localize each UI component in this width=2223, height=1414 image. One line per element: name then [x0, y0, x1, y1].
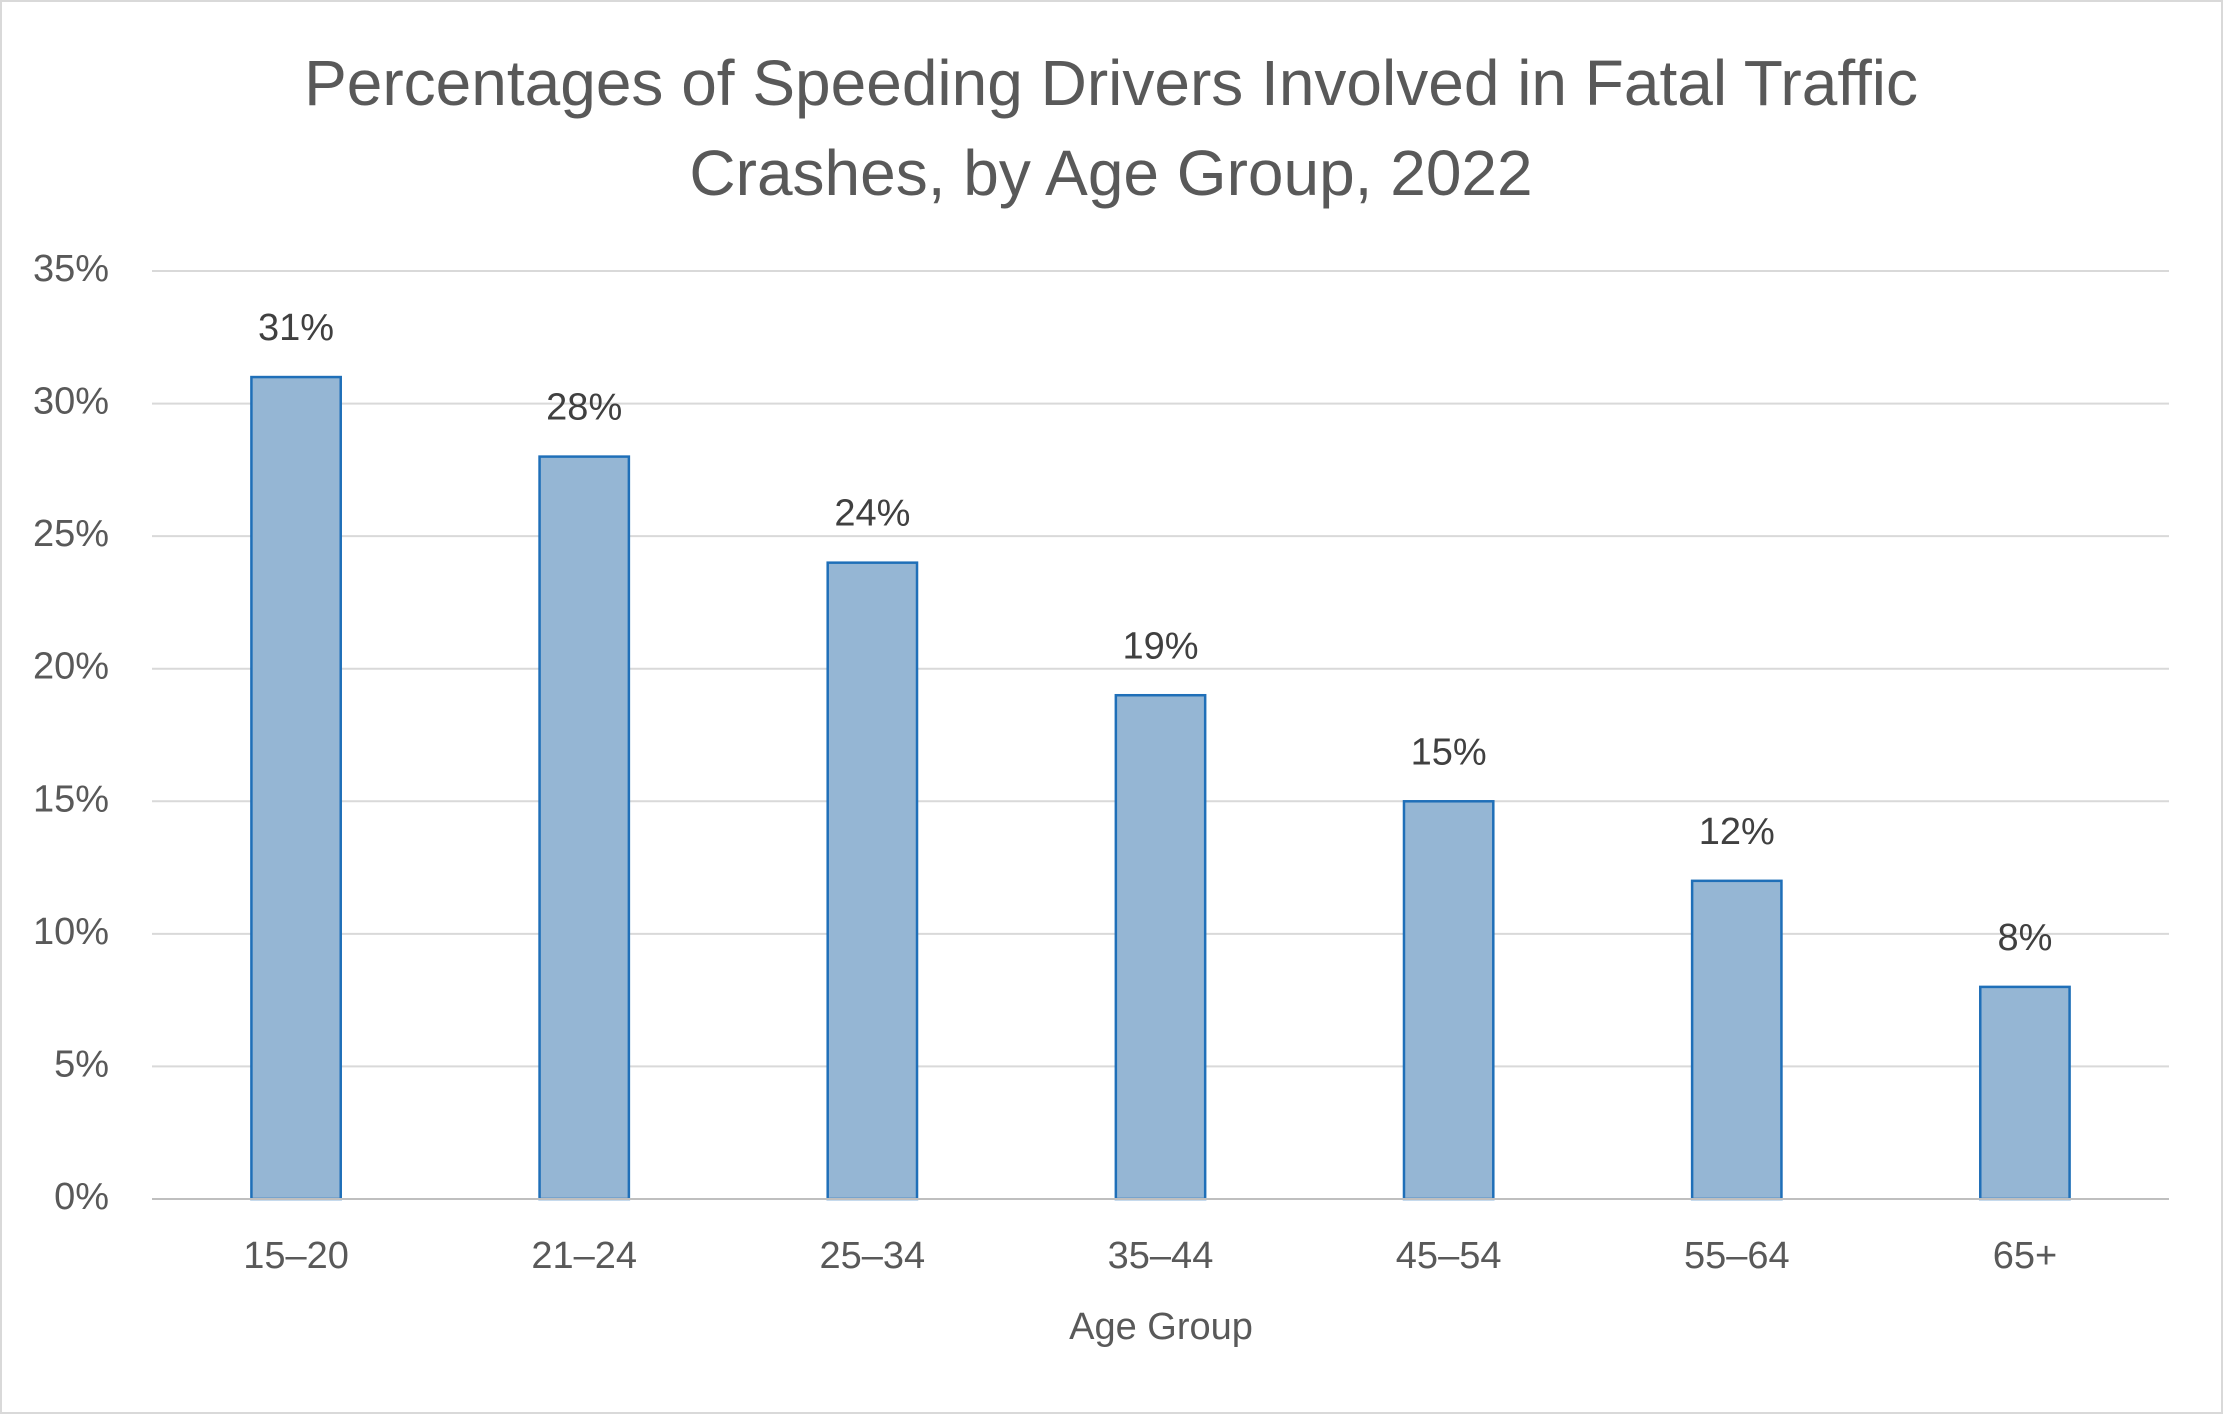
x-tick-label: 45–54 [1396, 1235, 1502, 1277]
x-tick-label: 25–34 [820, 1235, 926, 1277]
data-label: 31% [258, 307, 334, 349]
y-tick-label: 10% [33, 911, 109, 953]
bar [250, 375, 342, 1201]
x-tick-label: 65+ [1993, 1235, 2057, 1277]
data-label: 24% [834, 493, 910, 535]
data-label: 12% [1699, 811, 1775, 853]
bar [1979, 985, 2071, 1201]
bar [1402, 800, 1495, 1201]
x-tick-label: 21–24 [531, 1235, 637, 1277]
x-tick-label: 55–64 [1684, 1235, 1790, 1277]
bar [826, 561, 919, 1201]
y-tick-label: 15% [33, 778, 109, 820]
y-tick-label: 0% [54, 1176, 109, 1218]
y-tick-label: 30% [33, 381, 109, 423]
data-label: 28% [546, 387, 622, 429]
y-tick-label: 25% [33, 513, 109, 555]
bar [1114, 693, 1207, 1201]
chart-title: Percentages of Speeding Drivers Involved… [304, 47, 1918, 209]
x-tick-label: 35–44 [1108, 1235, 1214, 1277]
y-tick-label: 5% [54, 1043, 109, 1085]
bar [538, 455, 631, 1201]
data-label: 15% [1411, 731, 1487, 773]
x-axis-title: Age Group [1069, 1306, 1253, 1348]
x-tick-label: 15–20 [243, 1235, 349, 1277]
data-label: 19% [1122, 625, 1198, 667]
bar [1690, 879, 1783, 1201]
y-tick-label: 35% [33, 248, 109, 290]
y-tick-label: 20% [33, 646, 109, 688]
data-label: 8% [1997, 917, 2052, 959]
